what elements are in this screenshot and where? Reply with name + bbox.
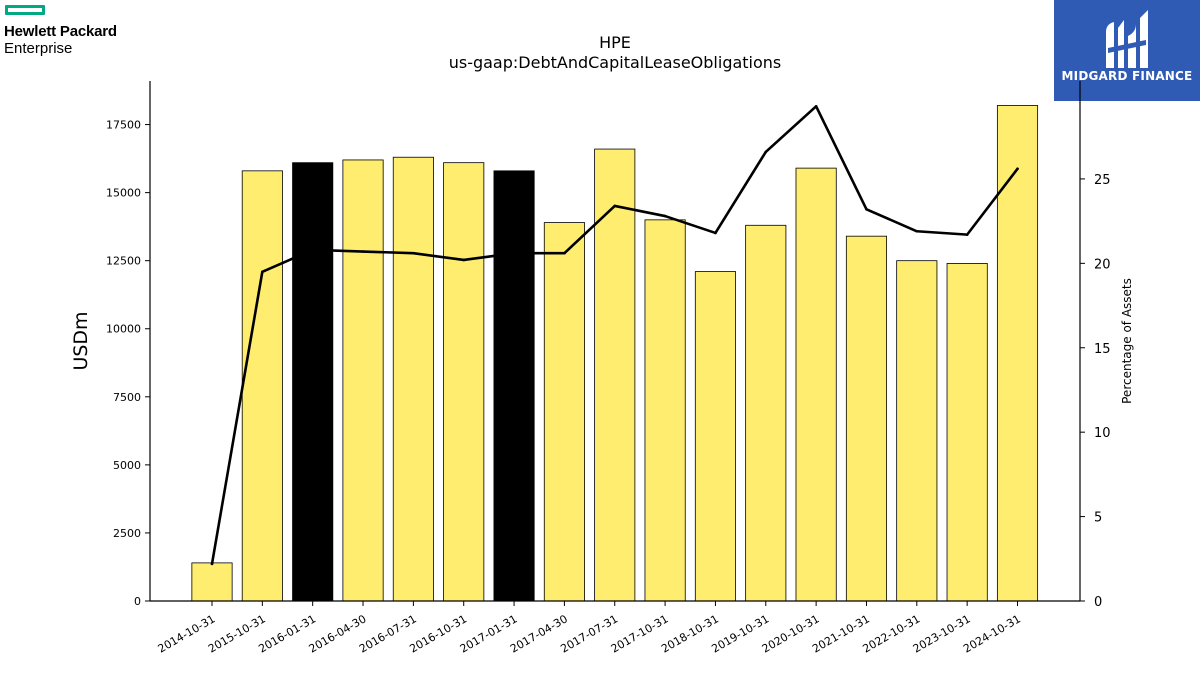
y-tick-label: 17500: [106, 119, 141, 132]
bar-2018-10-31: [694, 271, 736, 602]
line-point-2022-10-31: [915, 229, 919, 233]
y-tick-label: 10000: [106, 323, 141, 336]
bar-2015-10-31: [241, 170, 283, 602]
x-tick-label: 2024-10-31: [961, 612, 1023, 655]
line-point-2018-10-31: [714, 231, 717, 235]
line-point-2020-10-31: [814, 105, 818, 108]
line-point-2017-07-31: [613, 204, 617, 208]
chart-title: HPE: [599, 33, 631, 52]
midgard-mark-icon: [1106, 10, 1148, 68]
y-axis-label: USDm: [70, 311, 92, 370]
bar-2024-10-31: [996, 105, 1039, 602]
bar-2019-10-31: [745, 224, 787, 602]
hpe-element-icon: [5, 5, 45, 15]
y2-tick-label: 20: [1094, 257, 1111, 272]
bar-2017-10-31: [644, 219, 686, 602]
bar-2017-07-31: [594, 148, 636, 602]
bar-2017-01-31: [493, 170, 535, 602]
midgard-logo-text: MIDGARD FINANCE: [1061, 69, 1193, 83]
bar-2023-10-31: [946, 263, 988, 602]
line-point-2019-10-31: [764, 150, 768, 154]
bar-2022-10-31: [896, 260, 938, 602]
line-point-2016-07-31: [412, 251, 415, 255]
y-tick-label: 5000: [113, 459, 141, 472]
y-tick-label: 15000: [106, 187, 141, 200]
chart-subtitle: us-gaap:DebtAndCapitalLeaseObligations: [449, 53, 782, 72]
y2-tick-label: 25: [1094, 173, 1111, 188]
line-point-2016-04-30: [361, 250, 365, 253]
y2-tick-label: 0: [1094, 595, 1102, 610]
bar-2020-10-31: [795, 167, 837, 602]
bar-2014-10-31: [191, 562, 233, 602]
line-point-2016-01-31: [311, 248, 314, 252]
y-tick-label: 12500: [106, 255, 141, 268]
y-tick-label: 2500: [113, 527, 141, 540]
bar-2021-10-31: [845, 235, 888, 602]
line-point-2024-10-31: [1016, 167, 1019, 171]
hpe-logo-name: Hewlett Packard: [4, 23, 117, 40]
line-point-2023-10-31: [965, 233, 969, 236]
midgard-logo: MIDGARD FINANCE: [1054, 0, 1200, 101]
line-point-2021-10-31: [865, 208, 868, 211]
hpe-logo-subtitle: Enterprise: [4, 40, 73, 57]
line-point-2017-10-31: [663, 214, 667, 218]
bar-2017-04-30: [543, 222, 585, 602]
y2-axis-label: Percentage of Assets: [1120, 278, 1134, 404]
bar-2016-01-31: [292, 162, 334, 602]
y-tick-label: 7500: [113, 391, 141, 404]
bar-2016-10-31: [443, 162, 485, 602]
line-point-2017-01-31: [512, 251, 516, 255]
y2-tick-label: 5: [1094, 511, 1102, 526]
y2-tick-label: 15: [1094, 342, 1111, 357]
hpe-logo: Hewlett Packard Enterprise: [4, 4, 144, 60]
bar-2016-07-31: [392, 156, 434, 602]
bar-2016-04-30: [342, 159, 384, 602]
y2-tick-label: 10: [1094, 426, 1111, 441]
line-point-2016-10-31: [462, 258, 466, 262]
line-point-2015-10-31: [261, 270, 264, 274]
line-point-2017-04-30: [563, 251, 566, 255]
y-tick-label: 0: [134, 595, 141, 608]
line-point-2014-10-31: [210, 562, 214, 566]
